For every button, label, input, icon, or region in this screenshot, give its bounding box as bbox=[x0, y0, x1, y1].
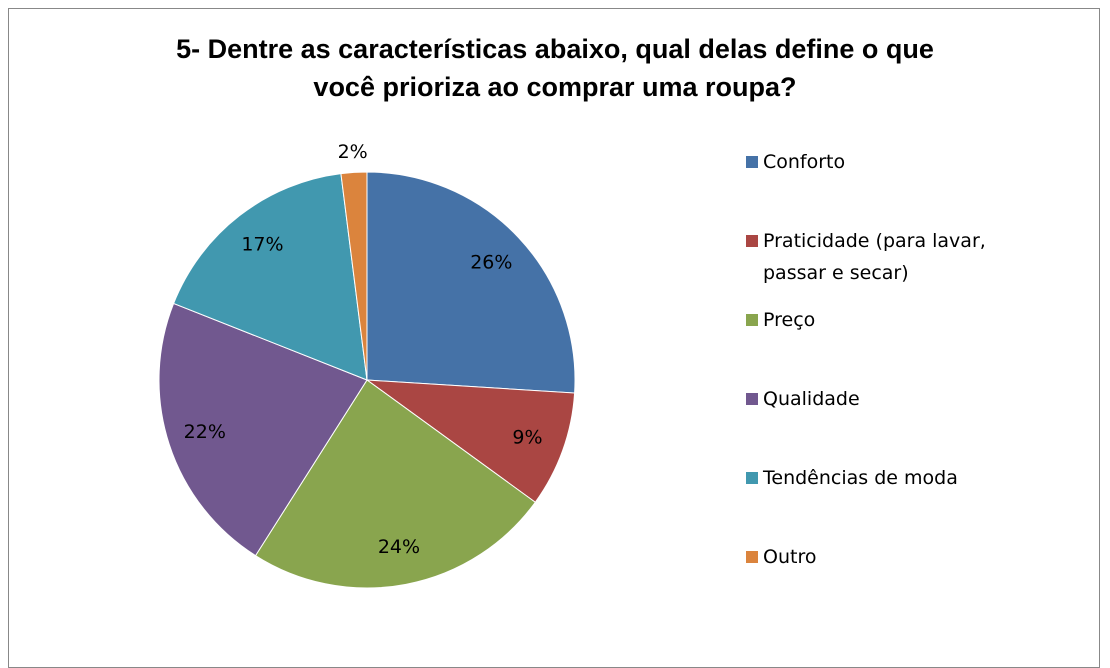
legend-item: Preço bbox=[746, 304, 1046, 383]
data-label: 2% bbox=[338, 141, 368, 163]
legend: Conforto Praticidade (para lavar, passar … bbox=[746, 146, 1046, 620]
legend-swatch bbox=[746, 156, 758, 168]
legend-item: Praticidade (para lavar, passar e secar) bbox=[746, 225, 1046, 304]
legend-item: Conforto bbox=[746, 146, 1046, 225]
legend-label: Conforto bbox=[763, 151, 846, 173]
legend-label: Preço bbox=[763, 309, 816, 331]
pie-slice bbox=[254, 379, 536, 589]
page: 5- Dentre as características abaixo, qua… bbox=[8, 8, 1100, 668]
pie-slice bbox=[172, 173, 368, 381]
legend-label: Tendências de moda bbox=[763, 467, 958, 489]
legend-swatch bbox=[746, 472, 758, 484]
data-label: 22% bbox=[184, 421, 226, 443]
chart: 26% 9% 24% 22% 17% 2% bbox=[158, 141, 576, 589]
legend-swatch bbox=[746, 393, 758, 405]
legend-label: Qualidade bbox=[763, 388, 860, 410]
legend-swatch bbox=[746, 235, 758, 247]
legend-item: Qualidade bbox=[746, 383, 1046, 462]
pie-slice bbox=[158, 302, 368, 557]
legend-item: Outro bbox=[746, 541, 1046, 620]
legend-swatch bbox=[746, 314, 758, 326]
legend-label: Outro bbox=[763, 546, 817, 568]
chart-title: 5- Dentre as características abaixo, qua… bbox=[176, 34, 934, 102]
legend-item: Tendências de moda bbox=[746, 462, 1046, 541]
pie-slice bbox=[366, 171, 576, 394]
data-label: 9% bbox=[512, 426, 542, 448]
pie-slice bbox=[365, 379, 576, 503]
data-label: 17% bbox=[241, 234, 283, 256]
data-label: 24% bbox=[378, 536, 420, 558]
legend-label: Praticidade (para lavar, passar e secar) bbox=[763, 230, 986, 284]
pie-slice bbox=[340, 171, 368, 381]
data-label: 26% bbox=[470, 252, 512, 274]
legend-swatch bbox=[746, 551, 758, 563]
